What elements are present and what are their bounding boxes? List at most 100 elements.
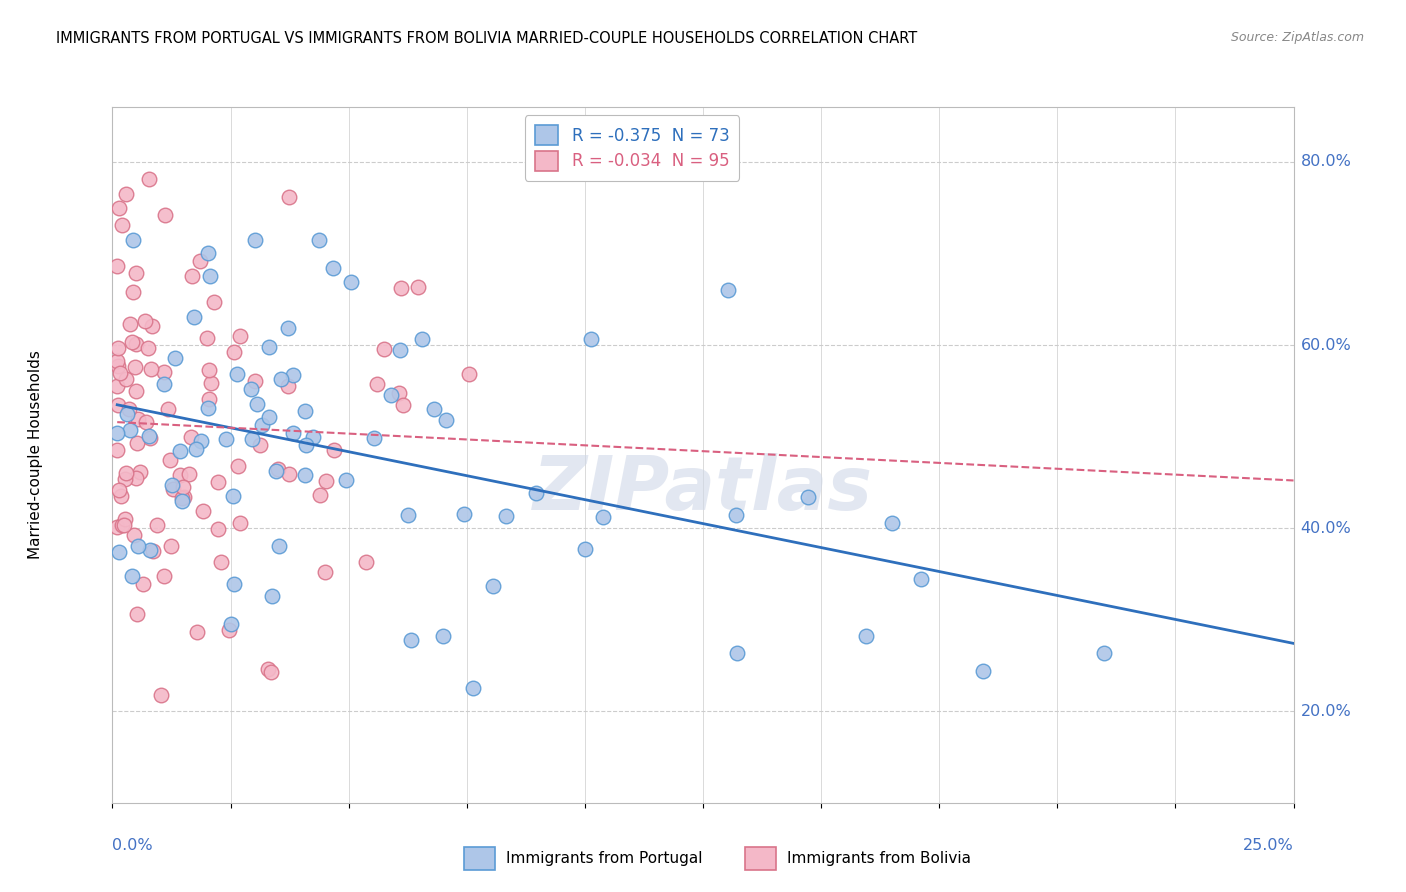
Point (399, 633, 422, 648)
Point (198, 363, 221, 377)
Point (105, 443, 128, 458)
Point (396, 508, 419, 522)
Point (243, 233, 266, 247)
Point (186, 442, 208, 456)
Point (214, 432, 236, 446)
Point (127, 539, 149, 553)
Point (239, 382, 262, 396)
Point (108, 201, 131, 215)
Point (246, 397, 269, 411)
Point (363, 431, 385, 445)
Point (724, 508, 747, 523)
Point (186, 624, 208, 639)
Point (169, 468, 191, 483)
Point (180, 430, 202, 444)
Point (195, 331, 218, 345)
Point (408, 280, 430, 294)
Point (422, 402, 444, 417)
Point (160, 477, 183, 491)
Point (524, 485, 547, 500)
Text: Source: ZipAtlas.com: Source: ZipAtlas.com (1230, 31, 1364, 45)
Point (209, 555, 232, 569)
Point (153, 569, 176, 583)
Point (162, 483, 184, 497)
Point (262, 590, 284, 604)
Point (322, 260, 344, 275)
Point (134, 314, 156, 328)
Point (436, 413, 458, 427)
Point (855, 629, 877, 643)
Point (366, 377, 388, 392)
Point (202, 295, 225, 310)
Point (309, 487, 332, 501)
Point (226, 367, 249, 381)
Point (125, 607, 148, 621)
Text: 25.0%: 25.0% (1243, 838, 1294, 854)
Point (108, 483, 131, 497)
Point (111, 218, 134, 232)
Point (197, 401, 219, 415)
Text: ZIPatlas: ZIPatlas (533, 453, 873, 526)
Legend: R = -0.375  N = 73, R = -0.034  N = 95: R = -0.375 N = 73, R = -0.034 N = 95 (524, 115, 740, 180)
Point (574, 542, 596, 557)
Point (249, 438, 271, 452)
Point (110, 489, 132, 503)
Point (257, 662, 280, 676)
Point (207, 475, 229, 490)
Point (115, 186, 138, 201)
Point (122, 285, 145, 299)
Point (138, 171, 160, 186)
Point (294, 403, 316, 417)
Point (302, 430, 325, 444)
Point (153, 365, 176, 379)
Point (139, 431, 162, 445)
Point (153, 377, 176, 392)
Point (278, 190, 301, 204)
Point (138, 542, 160, 557)
Point (482, 579, 505, 593)
Point (159, 453, 181, 467)
Point (219, 616, 242, 631)
Text: IMMIGRANTS FROM PORTUGAL VS IMMIGRANTS FROM BOLIVIA MARRIED-COUPLE HOUSEHOLDS CO: IMMIGRANTS FROM PORTUGAL VS IMMIGRANTS F… (56, 31, 918, 46)
Point (105, 260, 128, 274)
Point (197, 245, 219, 260)
Point (221, 489, 243, 503)
Point (354, 555, 377, 569)
Point (283, 426, 305, 441)
Point (1092, 646, 1115, 660)
Point (277, 378, 299, 392)
Point (110, 367, 132, 381)
Point (240, 432, 263, 446)
Point (270, 372, 292, 386)
Point (458, 367, 481, 381)
Point (277, 320, 299, 334)
Point (228, 329, 250, 343)
Point (121, 335, 143, 350)
Point (880, 516, 903, 531)
Point (111, 518, 134, 533)
Point (277, 467, 299, 482)
Point (139, 362, 162, 376)
Point (797, 490, 820, 504)
Point (160, 539, 183, 553)
Point (124, 337, 146, 351)
Point (120, 317, 142, 331)
Point (461, 681, 484, 696)
Point (183, 310, 205, 324)
Point (294, 467, 316, 482)
Point (243, 374, 266, 388)
Point (107, 398, 129, 412)
Point (267, 539, 290, 553)
Point (252, 417, 274, 432)
Point (725, 646, 748, 660)
Point (322, 443, 344, 458)
Point (105, 378, 128, 392)
Point (124, 359, 146, 374)
Point (207, 522, 229, 536)
Text: Immigrants from Bolivia: Immigrants from Bolivia (787, 851, 972, 866)
Text: 80.0%: 80.0% (1301, 154, 1351, 169)
Point (266, 464, 288, 478)
Point (389, 281, 412, 295)
Point (340, 276, 363, 290)
Point (380, 388, 402, 402)
